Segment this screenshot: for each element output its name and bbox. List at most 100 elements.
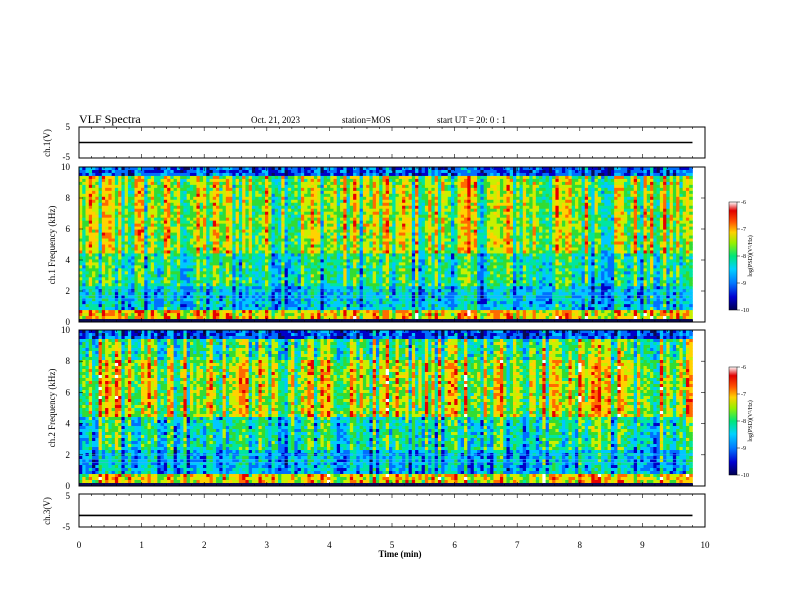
- spectrogram-cell: [239, 203, 243, 206]
- spectrogram-cell: [262, 304, 266, 307]
- spectrogram-cell: [131, 170, 135, 173]
- spectrogram-cell: [118, 179, 122, 182]
- spectrogram-cell: [112, 179, 116, 182]
- spectrogram-cell: [343, 206, 347, 209]
- spectrogram-cell: [213, 227, 217, 230]
- spectrogram-cell: [239, 218, 243, 221]
- spectrogram-cell: [183, 277, 187, 280]
- spectrogram-cell: [232, 277, 236, 280]
- spectrogram-cell: [281, 176, 285, 179]
- spectrogram-cell: [125, 230, 129, 233]
- spectrogram-cell: [174, 200, 178, 203]
- spectrogram-cell: [112, 286, 116, 289]
- spectrogram-cell: [134, 292, 138, 295]
- spectrogram-cell: [99, 179, 103, 182]
- spectrogram-cell: [115, 313, 119, 316]
- spectrogram-cell: [356, 209, 360, 212]
- spectrogram-cell: [376, 286, 380, 289]
- spectrogram-cell: [327, 245, 331, 248]
- spectrogram-cell: [164, 191, 168, 194]
- spectrogram-cell: [99, 304, 103, 307]
- spectrogram-cell: [376, 265, 380, 268]
- spectrogram-cell: [294, 191, 298, 194]
- spectrogram-cell: [190, 310, 194, 313]
- spectrogram-cell: [327, 313, 331, 316]
- spectrogram-cell: [363, 265, 367, 268]
- spectrogram-cell: [294, 206, 298, 209]
- spectrogram-cell: [366, 307, 370, 310]
- spectrogram-cell: [164, 310, 168, 313]
- spectrogram-cell: [242, 173, 246, 176]
- spectrogram-cell: [347, 209, 351, 212]
- spectrogram-cell: [285, 206, 289, 209]
- spectrogram-cell: [369, 286, 373, 289]
- spectrogram-cell: [382, 256, 386, 259]
- spectrogram-cell: [311, 253, 315, 256]
- spectrogram-cell: [356, 212, 360, 215]
- spectrogram-cell: [314, 176, 318, 179]
- spectrogram-cell: [95, 203, 99, 206]
- spectrogram-cell: [193, 280, 197, 283]
- spectrogram-cell: [115, 256, 119, 259]
- spectrogram-cell: [138, 218, 142, 221]
- spectrogram-cell: [301, 185, 305, 188]
- spectrogram-cell: [148, 215, 152, 218]
- spectrogram-cell: [294, 245, 298, 248]
- spectrogram-cell: [157, 307, 161, 310]
- spectrogram-cell: [307, 313, 311, 316]
- spectrogram-cell: [95, 227, 99, 230]
- spectrogram-cell: [330, 301, 334, 304]
- spectrogram-cell: [239, 227, 243, 230]
- spectrogram-cell: [125, 221, 129, 224]
- spectrogram-cell: [102, 221, 106, 224]
- spectrogram-cell: [249, 304, 253, 307]
- spectrogram-cell: [148, 227, 152, 230]
- spectrogram-cell: [272, 307, 276, 310]
- spectrogram-cell: [193, 242, 197, 245]
- spectrogram-cell: [356, 310, 360, 313]
- spectrogram-cell: [255, 188, 259, 191]
- spectrogram-cell: [343, 304, 347, 307]
- spectrogram-cell: [170, 185, 174, 188]
- spectrogram-cell: [347, 197, 351, 200]
- spectrogram-cell: [301, 259, 305, 262]
- spectrogram-cell: [320, 176, 324, 179]
- spectrogram-cell: [317, 200, 321, 203]
- spectrogram-cell: [245, 233, 249, 236]
- spectrogram-cell: [167, 286, 171, 289]
- spectrogram-cell: [320, 245, 324, 248]
- spectrogram-cell: [272, 236, 276, 239]
- spectrogram-cell: [180, 316, 184, 319]
- spectrogram-cell: [95, 277, 99, 280]
- spectrogram-cell: [229, 233, 233, 236]
- spectrogram-cell: [252, 301, 256, 304]
- spectrogram-cell: [200, 316, 204, 319]
- spectrogram-cell: [99, 227, 103, 230]
- spectrogram-cell: [311, 292, 315, 295]
- spectrogram-cell: [95, 233, 99, 236]
- spectrogram-cell: [265, 212, 269, 215]
- spectrogram-cell: [278, 239, 282, 242]
- spectrogram-cell: [272, 191, 276, 194]
- spectrogram-cell: [285, 179, 289, 182]
- spectrogram-cell: [148, 247, 152, 250]
- spectrogram-cell: [196, 230, 200, 233]
- spectrogram-cell: [210, 224, 214, 227]
- spectrogram-cell: [366, 218, 370, 221]
- spectrogram-cell: [304, 301, 308, 304]
- spectrogram-cell: [190, 227, 194, 230]
- spectrogram-cell: [203, 218, 207, 221]
- spectrogram-cell: [314, 212, 318, 215]
- spectrogram-cell: [330, 247, 334, 250]
- spectrogram-cell: [265, 221, 269, 224]
- spectrogram-cell: [170, 194, 174, 197]
- spectrogram-cell: [379, 233, 383, 236]
- spectrogram-cell: [151, 203, 155, 206]
- spectrogram-cell: [167, 245, 171, 248]
- spectrogram-cell: [102, 224, 106, 227]
- spectrogram-cell: [236, 286, 240, 289]
- spectrogram-cell: [148, 221, 152, 224]
- spectrogram-cell: [118, 212, 122, 215]
- spectrogram-cell: [161, 301, 165, 304]
- spectrogram-cell: [239, 170, 243, 173]
